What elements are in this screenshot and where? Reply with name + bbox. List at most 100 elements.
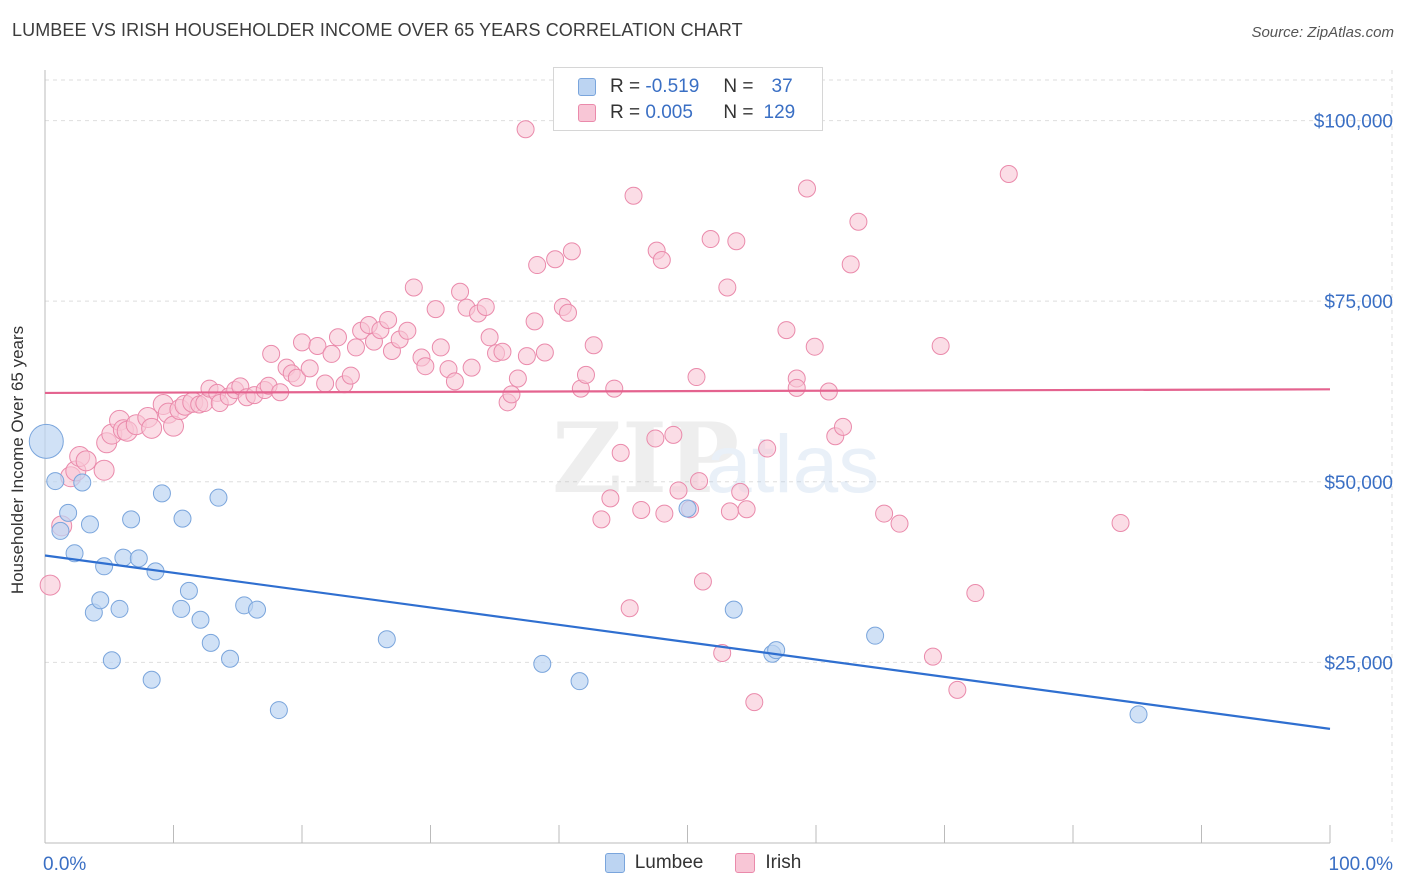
irish-point <box>308 336 327 355</box>
lumbee-point <box>533 654 552 673</box>
irish-point <box>875 504 894 523</box>
irish-point <box>601 489 620 508</box>
irish-point <box>141 417 163 439</box>
legend-item-irish[interactable]: Irish <box>735 852 801 874</box>
irish-point <box>341 366 360 385</box>
lumbee-point <box>51 521 70 540</box>
chart-title: LUMBEE VS IRISH HOUSEHOLDER INCOME OVER … <box>12 20 743 40</box>
irish-point <box>624 186 643 205</box>
irish-point <box>727 232 746 251</box>
irish-point <box>398 321 417 340</box>
lumbee-r-value: -0.519 <box>645 76 700 97</box>
watermark: ZIP atlas <box>552 402 879 515</box>
lumbee-point <box>377 630 396 649</box>
irish-point <box>687 368 706 387</box>
irish-point <box>718 278 737 297</box>
irish-point <box>787 378 806 397</box>
correlation-legend: R = -0.519 N = 37 R = 0.005 N = 129 <box>553 67 823 131</box>
irish-point <box>300 359 319 378</box>
irish-point <box>322 344 341 363</box>
lumbee-point <box>110 599 129 618</box>
irish-point <box>525 312 544 331</box>
irish-legend-swatch <box>735 853 756 873</box>
irish-point <box>777 321 796 340</box>
irish-point <box>948 680 967 699</box>
irish-point <box>664 425 683 444</box>
irish-point <box>611 443 630 462</box>
lumbee-point <box>179 581 198 600</box>
lumbee-point <box>1129 705 1148 724</box>
irish-point <box>404 278 423 297</box>
lumbee-points <box>28 423 1148 724</box>
irish-point <box>451 282 470 301</box>
lumbee-point <box>28 423 64 459</box>
lumbee-point <box>102 651 121 670</box>
irish-point <box>379 310 398 329</box>
x-tick-label-min: 0.0% <box>43 854 86 875</box>
irish-point <box>1111 513 1130 532</box>
irish-point <box>562 242 581 261</box>
irish-point <box>669 481 688 500</box>
irish-point <box>890 514 909 533</box>
irish-point <box>476 297 495 316</box>
lumbee-point <box>114 548 133 567</box>
irish-point <box>758 439 777 458</box>
irish-point <box>923 647 942 666</box>
irish-point <box>713 644 732 663</box>
lumbee-n-label: N = <box>723 76 754 97</box>
grid <box>45 70 1393 843</box>
legend-item-lumbee[interactable]: Lumbee <box>604 852 704 874</box>
lumbee-point <box>152 484 171 503</box>
irish-point <box>462 358 481 377</box>
lumbee-legend-swatch <box>604 853 625 873</box>
irish-n-value: 129 <box>763 102 796 123</box>
y-tick-label: $25,000 <box>1324 653 1393 674</box>
lumbee-point <box>269 701 288 720</box>
lumbee-n-value: 37 <box>771 76 793 97</box>
irish-point <box>632 500 651 519</box>
irish-point <box>833 417 852 436</box>
irish-point <box>480 328 499 347</box>
irish-point <box>416 357 435 376</box>
irish-point <box>262 344 281 363</box>
irish-point <box>592 510 611 529</box>
irish-point <box>737 500 756 519</box>
y-tick-label: $50,000 <box>1324 473 1393 494</box>
lumbee-point <box>73 473 92 492</box>
lumbee-point <box>46 472 65 491</box>
trend-lines <box>44 388 1331 730</box>
lumbee-point <box>209 488 228 507</box>
irish-point <box>584 336 603 355</box>
irish-point <box>346 338 365 357</box>
irish-r-value: 0.005 <box>645 102 693 123</box>
source-label: Source: ZipAtlas.com <box>1251 24 1394 41</box>
irish-point <box>966 584 985 603</box>
lumbee-point <box>129 549 148 568</box>
irish-point <box>720 502 739 521</box>
watermark-zip: ZIP <box>552 402 739 515</box>
lumbee-point <box>65 544 84 563</box>
irish-point <box>652 250 671 269</box>
irish-point <box>605 379 624 398</box>
irish-point <box>39 574 61 596</box>
irish-point <box>576 365 595 384</box>
lumbee-point <box>724 600 743 619</box>
irish-point <box>445 372 464 391</box>
irish-point <box>426 300 445 319</box>
irish-trend-line <box>44 388 1331 395</box>
irish-point <box>75 450 97 472</box>
watermark-atlas: atlas <box>706 419 879 510</box>
lumbee-point <box>95 557 114 576</box>
legend-row-irish: R = 0.005 N = 129 <box>578 101 795 125</box>
irish-legend-label: Irish <box>765 852 802 873</box>
irish-point <box>841 255 860 274</box>
lumbee-legend-label: Lumbee <box>634 852 704 873</box>
irish-point <box>701 230 720 249</box>
irish-point <box>646 429 665 448</box>
series-legend: Lumbee Irish <box>0 852 1406 874</box>
irish-point <box>431 338 450 357</box>
irish-point <box>508 369 527 388</box>
lumbee-point <box>122 510 141 529</box>
irish-point <box>620 599 639 618</box>
